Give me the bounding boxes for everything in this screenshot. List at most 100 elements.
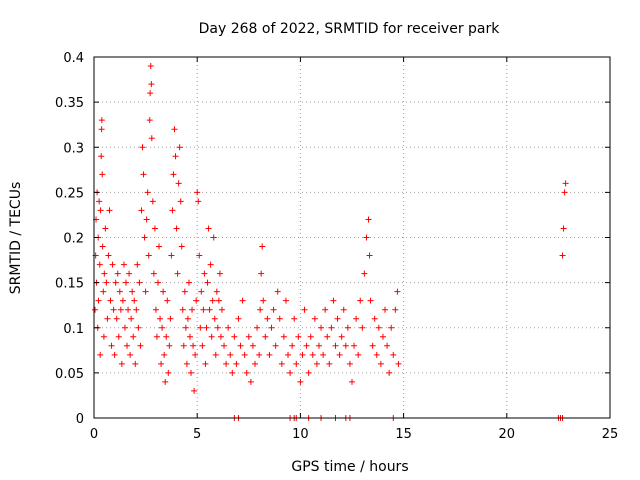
data-point: [98, 153, 105, 160]
data-point: [157, 315, 164, 322]
data-point: [99, 243, 106, 250]
data-point: [145, 252, 152, 259]
data-point: [278, 360, 285, 367]
data-point: [176, 144, 183, 151]
data-point: [124, 342, 131, 349]
data-point: [114, 270, 121, 277]
data-point: [202, 360, 209, 367]
data-point: [251, 360, 258, 367]
data-point: [216, 270, 223, 277]
data-point: [309, 351, 316, 358]
data-point: [338, 333, 345, 340]
data-point: [101, 270, 108, 277]
data-point: [163, 333, 170, 340]
data-point: [125, 306, 132, 313]
data-point: [102, 225, 109, 232]
data-point: [191, 387, 198, 394]
data-point: [247, 378, 254, 385]
data-point: [160, 288, 167, 295]
data-point: [197, 324, 204, 331]
data-point: [215, 297, 222, 304]
data-point: [258, 270, 265, 277]
data-point: [245, 333, 252, 340]
chart-title: Day 268 of 2022, SRMTID for receiver par…: [199, 21, 501, 37]
data-point: [320, 351, 327, 358]
data-point: [371, 315, 378, 322]
data-point: [303, 342, 310, 349]
data-point: [227, 351, 234, 358]
data-point: [181, 288, 188, 295]
data-point: [203, 324, 210, 331]
data-point: [162, 378, 169, 385]
data-point: [243, 369, 250, 376]
data-points: [92, 63, 569, 421]
data-point: [301, 306, 308, 313]
data-point: [92, 306, 99, 313]
data-point: [305, 369, 312, 376]
data-point: [126, 270, 133, 277]
data-point: [167, 315, 174, 322]
data-point: [266, 351, 273, 358]
data-point: [322, 306, 329, 313]
data-point: [249, 342, 256, 349]
data-point: [156, 243, 163, 250]
data-point: [134, 261, 141, 268]
data-point: [130, 333, 137, 340]
data-point: [100, 288, 107, 295]
data-point: [193, 297, 200, 304]
data-point: [315, 342, 322, 349]
data-point: [133, 306, 140, 313]
data-point: [186, 333, 193, 340]
x-tick-label: 5: [193, 427, 201, 442]
data-point: [336, 351, 343, 358]
y-tick-label: 0.35: [55, 96, 84, 111]
data-point: [375, 324, 382, 331]
data-point: [295, 333, 302, 340]
data-point: [100, 333, 107, 340]
data-point: [395, 360, 402, 367]
y-tick-label: 0.3: [63, 141, 84, 156]
data-point: [128, 315, 135, 322]
data-point: [221, 342, 228, 349]
data-point: [142, 288, 149, 295]
data-point: [361, 270, 368, 277]
data-point: [198, 288, 205, 295]
y-tick-label: 0: [76, 412, 84, 427]
data-point: [349, 378, 355, 385]
data-point: [217, 333, 224, 340]
axis-ticks: 0 5 10 15 20 25 0 0.05 0.1 0.15 0.2 0.25 0.3 0.35 0.4: [55, 51, 618, 442]
data-point: [363, 234, 370, 241]
data-point: [340, 306, 347, 313]
data-point: [141, 234, 148, 241]
data-point: [204, 279, 211, 286]
data-point: [235, 315, 242, 322]
data-point: [185, 279, 192, 286]
data-point: [272, 342, 279, 349]
data-point: [151, 225, 158, 232]
data-point: [148, 81, 155, 88]
data-point: [113, 315, 120, 322]
data-point: [318, 324, 325, 331]
data-point: [189, 306, 196, 313]
data-point: [213, 288, 220, 295]
data-point: [148, 135, 155, 142]
data-point: [208, 333, 215, 340]
data-point: [560, 225, 567, 232]
data-point: [115, 333, 122, 340]
data-point: [99, 171, 106, 178]
data-point: [324, 333, 331, 340]
data-point: [175, 180, 182, 187]
data-point: [168, 252, 175, 259]
data-point: [120, 261, 127, 268]
data-point: [357, 297, 364, 304]
data-point: [392, 306, 399, 313]
data-point: [291, 315, 298, 322]
data-point: [127, 351, 134, 358]
data-point: [136, 279, 143, 286]
data-point: [233, 360, 240, 367]
data-point: [285, 351, 292, 358]
data-point: [229, 369, 236, 376]
data-point: [196, 252, 203, 259]
data-point: [137, 342, 144, 349]
data-point: [212, 351, 219, 358]
